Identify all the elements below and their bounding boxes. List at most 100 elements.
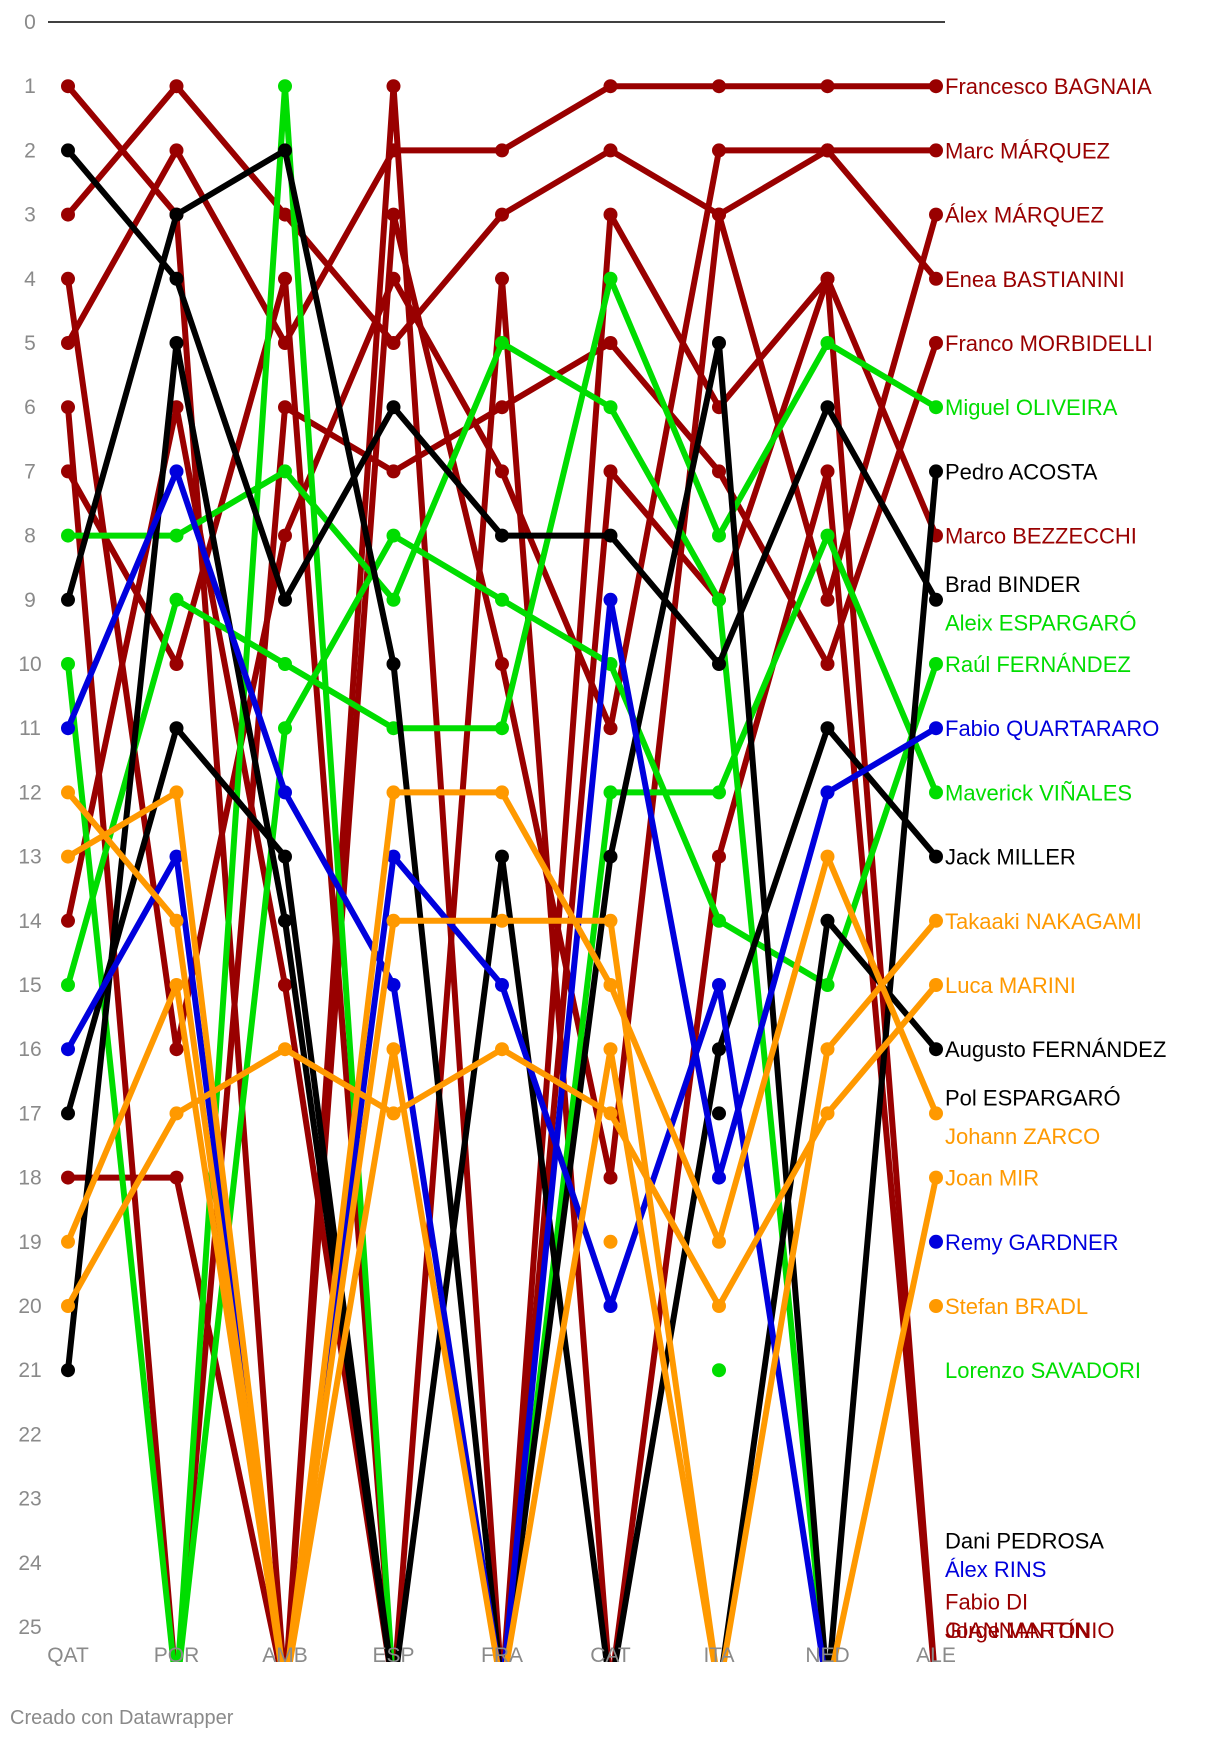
series-line	[712, 1363, 726, 1378]
data-point	[603, 1042, 618, 1057]
data-point	[712, 657, 726, 671]
rider-end-label: Takaaki NAKAGAMI	[945, 909, 1142, 934]
data-point	[495, 1042, 509, 1057]
rider-end-label: Brad BINDER	[945, 572, 1081, 597]
data-point	[169, 271, 184, 286]
data-point	[169, 785, 184, 800]
data-point	[603, 913, 618, 928]
data-point	[603, 143, 618, 158]
rider-end-label: Enea BASTIANINI	[945, 267, 1125, 292]
data-point	[603, 464, 618, 479]
data-point	[712, 1363, 726, 1378]
data-point	[929, 721, 943, 736]
rider-end-label: Luca MARINI	[945, 973, 1076, 998]
data-point	[169, 913, 184, 928]
series-line	[61, 721, 943, 1662]
rider-end-label: Pol ESPARGARÓ	[945, 1085, 1121, 1110]
data-point	[278, 464, 292, 479]
data-point	[712, 464, 726, 479]
y-tick-label: 8	[24, 525, 36, 548]
data-point	[386, 464, 401, 479]
data-point	[820, 849, 835, 864]
rider-end-label: Álex RINS	[945, 1557, 1046, 1582]
data-point	[278, 1042, 292, 1057]
data-point	[278, 978, 292, 992]
data-point	[929, 464, 943, 479]
series-line	[61, 79, 943, 350]
data-point	[61, 657, 75, 671]
x-tick-label: POR	[154, 1644, 200, 1667]
y-tick-label: 15	[18, 974, 41, 997]
data-point	[820, 913, 835, 928]
data-point	[603, 207, 618, 222]
x-tick-label: FRA	[481, 1644, 523, 1667]
data-point	[61, 271, 75, 286]
series-line	[61, 464, 943, 1662]
data-point	[386, 1106, 401, 1121]
data-point	[61, 913, 75, 928]
data-point	[820, 464, 835, 479]
data-point	[386, 528, 401, 543]
data-point	[929, 1234, 943, 1249]
data-point	[712, 785, 726, 800]
data-point	[495, 657, 509, 671]
rider-end-label: GIANNANTONIO	[945, 1618, 1115, 1643]
data-point	[712, 336, 726, 350]
data-point	[386, 785, 401, 800]
data-point	[603, 79, 618, 94]
rider-end-label: Jorge MARTÍN	[945, 1618, 1090, 1643]
rider-end-label: Jack MILLER	[945, 845, 1076, 870]
data-point	[712, 528, 726, 543]
data-point	[169, 657, 184, 671]
data-point	[169, 207, 184, 222]
x-tick-label: ITA	[703, 1644, 734, 1667]
rider-end-label: Marco BEZZECCHI	[945, 524, 1137, 549]
data-point	[278, 592, 292, 607]
data-point	[278, 271, 292, 286]
y-tick-label: 18	[18, 1167, 41, 1190]
data-point	[169, 528, 184, 543]
data-point	[603, 978, 618, 992]
rider-end-label: Remy GARDNER	[945, 1230, 1119, 1255]
rider-end-label: Dani PEDROSA	[945, 1528, 1104, 1553]
data-point	[386, 592, 401, 607]
bump-chart: 0123456789101112131415161718192021222324…	[18, 11, 1166, 1667]
rider-end-label: Miguel OLIVEIRA	[945, 395, 1118, 420]
data-point	[929, 400, 943, 415]
data-point	[929, 849, 943, 864]
data-point	[61, 1363, 75, 1378]
data-point	[820, 721, 835, 736]
data-point	[712, 592, 726, 607]
data-point	[603, 785, 618, 800]
y-tick-label: 19	[18, 1231, 41, 1254]
data-point	[929, 1299, 943, 1313]
y-tick-label: 7	[24, 460, 36, 483]
data-point	[61, 721, 75, 736]
data-point	[61, 1299, 75, 1313]
rider-end-label: Johann ZARCO	[945, 1124, 1100, 1149]
data-point	[495, 785, 509, 800]
x-tick-label: QAT	[47, 1644, 89, 1667]
series-line	[61, 143, 943, 671]
data-point	[386, 978, 401, 992]
rider-end-label: Lorenzo SAVADORI	[945, 1358, 1141, 1383]
data-point	[929, 1042, 943, 1057]
data-point	[820, 592, 835, 607]
y-tick-label: 14	[18, 910, 42, 933]
series-line	[712, 1106, 726, 1121]
data-point	[61, 336, 75, 350]
data-point	[929, 785, 943, 800]
data-point	[712, 1106, 726, 1121]
x-tick-label: ALE	[916, 1644, 956, 1667]
data-point	[386, 913, 401, 928]
data-point	[169, 1170, 184, 1185]
rider-end-label: Fabio DI	[945, 1589, 1028, 1614]
data-point	[495, 849, 509, 864]
data-point	[169, 464, 184, 479]
series-line	[61, 849, 827, 1662]
data-point	[712, 143, 726, 158]
data-point	[495, 143, 509, 158]
y-tick-label: 11	[19, 717, 41, 740]
series-line	[61, 79, 943, 350]
rider-end-label: Raúl FERNÁNDEZ	[945, 652, 1131, 677]
